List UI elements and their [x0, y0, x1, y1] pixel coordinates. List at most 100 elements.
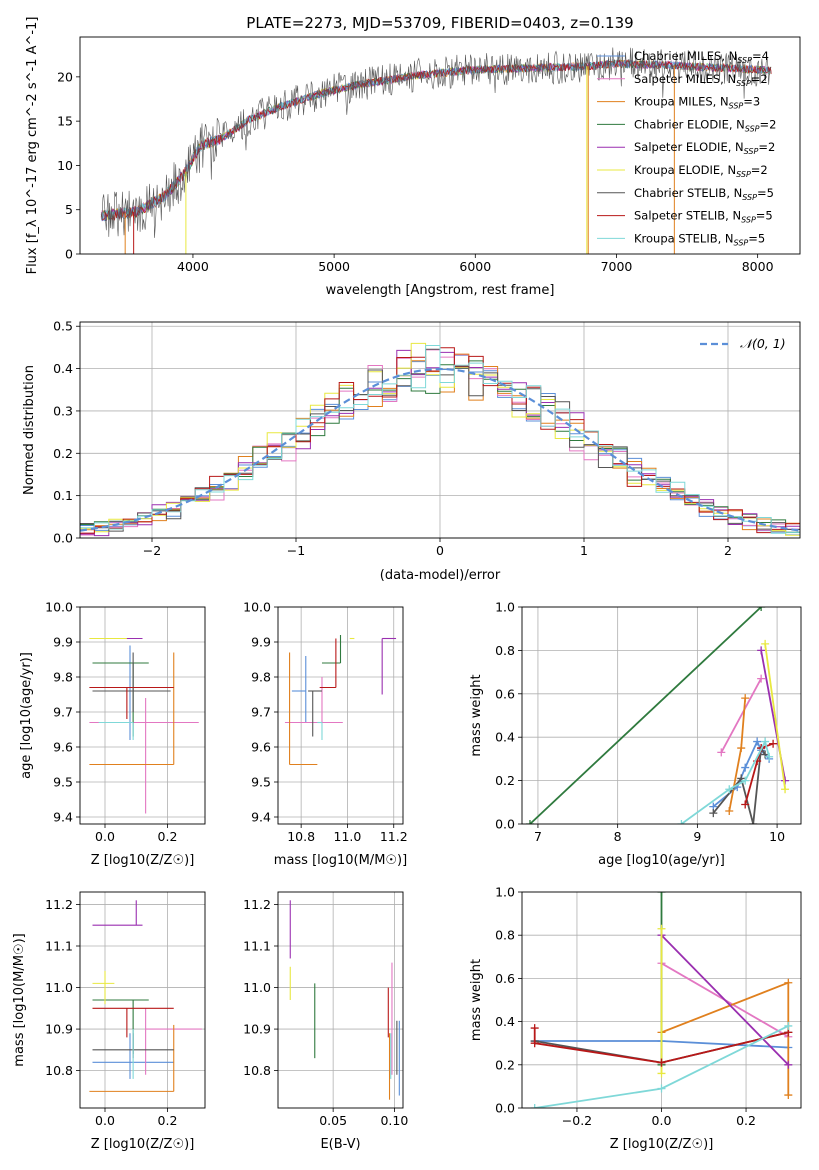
- y-tick-label: 20: [57, 69, 73, 84]
- x-axis-label: (data-model)/error: [380, 568, 501, 583]
- weight-marker: [757, 674, 766, 683]
- axes-frame: [277, 606, 404, 825]
- legend-label: 𝒩(0, 1): [740, 336, 786, 351]
- legend-label-sub: SSP: [741, 216, 756, 225]
- y-tick-label: 0.1: [53, 488, 73, 503]
- plot-area: [289, 900, 400, 1100]
- weight-marker: [781, 785, 790, 794]
- weight-marker: [741, 694, 750, 703]
- x-axis-label: E(B-V): [320, 1137, 360, 1152]
- age-weight-panel: 7 8 9 10 0.0 0.2 0.4 0.6 0.8 1.0 age [log10(age/yr…: [469, 600, 802, 868]
- figure-title: PLATE=2273, MJD=53709, FIBERID=0403, z=0…: [246, 14, 633, 32]
- x-axis-label: age [log10(age/yr)]: [598, 853, 725, 868]
- y-tick-label: 1.0: [495, 885, 515, 900]
- weight-marker: [769, 739, 778, 748]
- x-tick-label: 8000: [742, 259, 774, 274]
- legend-label-main: Chabrier STELIB, N: [634, 186, 742, 200]
- x-axis-label: wavelength [Angstrom, rest frame]: [326, 283, 555, 298]
- x-axis-label: Z [log10(Z/Z☉)]: [91, 853, 195, 868]
- weight-marker: [761, 639, 770, 648]
- y-tick-label: 0.4: [495, 730, 515, 745]
- y-tick-label: 0.2: [495, 773, 515, 788]
- y-tick-label: 11.2: [45, 897, 73, 912]
- plot-area: [100, 47, 772, 254]
- legend-label-value: =5: [748, 231, 765, 245]
- y-tick-label: 10.9: [45, 1022, 73, 1037]
- plot-area: [284, 635, 397, 766]
- y-axis-label: mass weight: [469, 959, 484, 1041]
- weight-marker: [737, 744, 746, 753]
- x-tick-label: 6000: [459, 259, 491, 274]
- y-tick-label: 0.0: [495, 817, 515, 832]
- plot-area: [80, 342, 800, 538]
- legend-label: Chabrier STELIB, NSSP=5: [634, 186, 774, 202]
- weight-marker: [784, 1021, 793, 1030]
- x-axis-label: Z [log10(Z/Z☉)]: [610, 1137, 714, 1152]
- axes-frame: [79, 321, 801, 539]
- x-tick-label: 0: [436, 543, 444, 558]
- x-tick-label: 0.0: [95, 829, 115, 844]
- spectrum-panel: 4000 5000 6000 7000 8000 0 5 10 15 20 wavelength […: [25, 17, 801, 298]
- legend-label-value: =2: [751, 72, 768, 86]
- y-axis-label: Normed distribution: [22, 365, 37, 495]
- y-tick-label: 10.9: [243, 1022, 271, 1037]
- axes-frame: [79, 36, 801, 255]
- y-tick-label: 0.8: [495, 643, 515, 658]
- x-tick-label: 5000: [318, 259, 350, 274]
- axes-frame: [277, 891, 404, 1109]
- legend-label-main: Salpeter STELIB, N: [634, 209, 741, 223]
- y-tick-label: 5: [65, 202, 73, 217]
- y-tick-label: 0: [65, 247, 73, 262]
- x-tick-label: 7: [534, 829, 542, 844]
- weight-series: [720, 678, 762, 753]
- legend-label: Chabrier ELODIE, NSSP=2: [634, 117, 776, 133]
- y-tick-label: 0.4: [53, 361, 73, 376]
- y-tick-label: 10.8: [243, 1063, 271, 1078]
- z-age-panel: 0.0 0.2 9.4 9.5 9.6 9.7 9.8 9.9 10.0 Z [log10(Z/Z…: [19, 600, 206, 868]
- y-tick-label: 11.1: [45, 939, 73, 954]
- y-tick-label: 9.7: [53, 705, 73, 720]
- y-tick-label: 10.0: [45, 600, 73, 615]
- x-tick-label: 10: [769, 829, 785, 844]
- legend-label-sub: SSP: [736, 170, 751, 179]
- residual-panel: −2 −1 0 1 2 0.0 0.1 0.2 0.3 0.4 0.5 (data-model)/er…: [22, 319, 801, 583]
- legend-label-sub: SSP: [742, 193, 757, 202]
- x-tick-label: 4000: [177, 259, 209, 274]
- x-tick-label: 0.05: [319, 1113, 347, 1128]
- x-tick-label: 2: [724, 543, 732, 558]
- legend-label-main: Salpeter MILES, N: [634, 72, 736, 86]
- weight-series: [529, 607, 762, 824]
- z-weight-panel: −0.2 0.0 0.2 0.0 0.2 0.4 0.6 0.8 1.0 Z [log10(Z/Z…: [469, 885, 802, 1152]
- x-tick-label: 0.0: [652, 1113, 672, 1128]
- x-tick-label: 11.2: [380, 829, 408, 844]
- y-tick-label: 0.2: [53, 446, 73, 461]
- weight-marker: [757, 607, 766, 611]
- y-tick-label: 10.0: [243, 600, 271, 615]
- legend-label-sub: SSP: [734, 238, 749, 247]
- weight-marker: [741, 800, 750, 809]
- y-tick-label: 11.0: [243, 980, 271, 995]
- legend-label-value: =4: [752, 49, 769, 63]
- weight-marker: [709, 809, 718, 818]
- y-tick-label: 9.5: [251, 775, 271, 790]
- weight-marker: [530, 1024, 539, 1033]
- weight-marker: [677, 820, 686, 824]
- legend-label-main: Chabrier MILES, N: [634, 49, 737, 63]
- legend-label: Chabrier MILES, NSSP=4: [634, 49, 769, 65]
- x-tick-label: 1: [580, 543, 588, 558]
- x-tick-label: −1: [287, 543, 305, 558]
- weight-marker: [725, 785, 734, 794]
- legend-label-sub: SSP: [736, 79, 751, 88]
- y-tick-label: 9.7: [251, 705, 271, 720]
- x-tick-label: −2: [143, 543, 161, 558]
- x-tick-label: −0.2: [562, 1113, 592, 1128]
- legend-label-value: =5: [757, 186, 774, 200]
- x-tick-label: 11.0: [334, 829, 362, 844]
- y-tick-label: 10.8: [45, 1063, 73, 1078]
- legend-label-sub: SSP: [744, 147, 759, 156]
- weight-marker: [657, 924, 666, 933]
- legend-label: Salpeter ELODIE, NSSP=2: [634, 140, 775, 156]
- y-axis-label: age [log10(age/yr)]: [19, 652, 34, 779]
- legend-label-main: Chabrier ELODIE, N: [634, 117, 745, 131]
